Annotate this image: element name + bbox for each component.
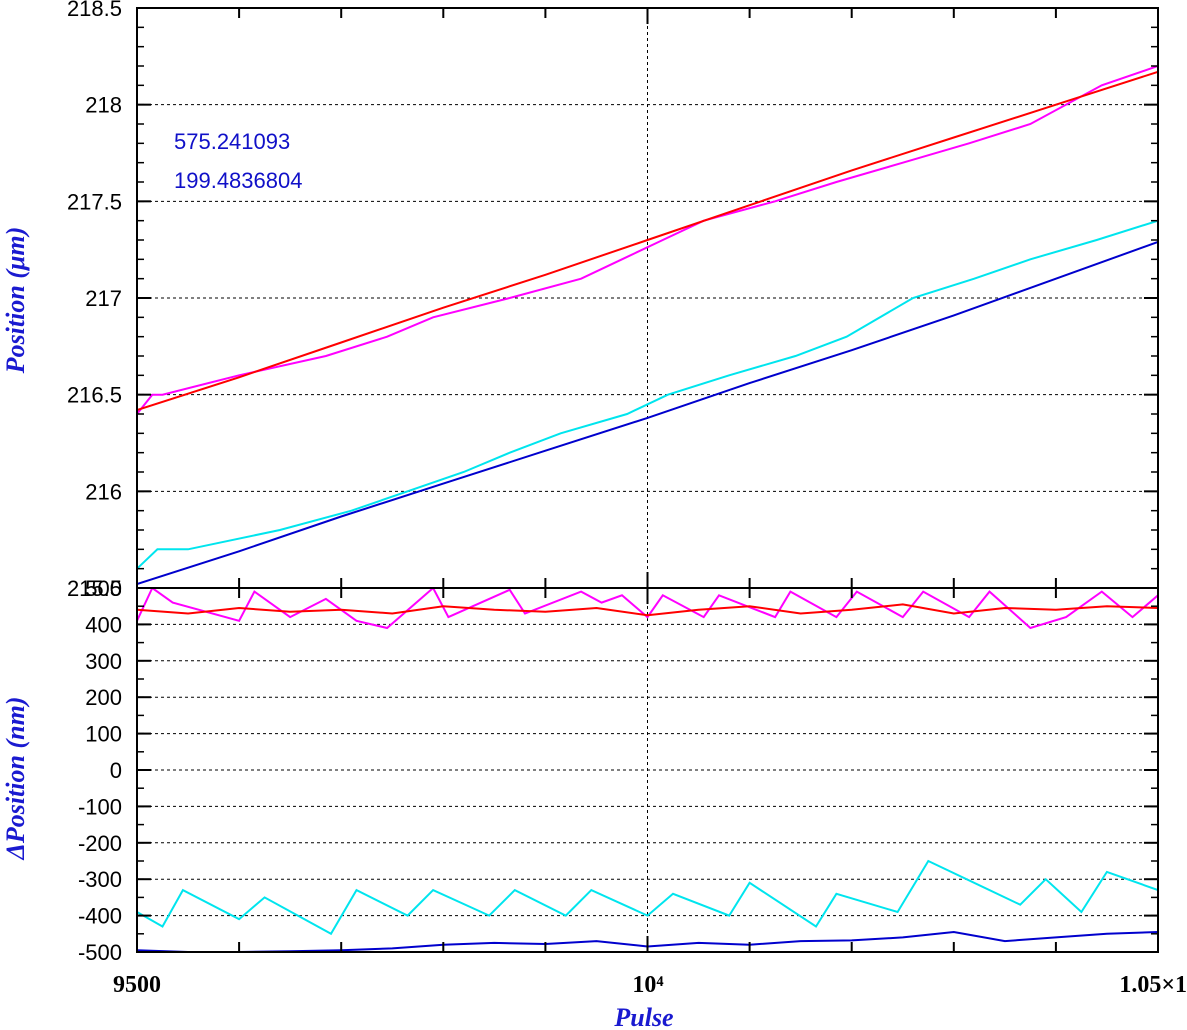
xtick-label-10500: 1.05×1 [1119,972,1187,998]
bottom-ytick-label: 400 [85,612,122,637]
bottom-ytick-label: 0 [110,758,122,783]
bottom-ytick-label: -200 [78,831,122,856]
top-ytick-label: 216 [85,479,122,504]
bottom-ytick-label: 100 [85,722,122,747]
top-series-3-line [137,240,1158,586]
bottom-ytick-label: 300 [85,649,122,674]
xtick-label-10000: 10⁴ [632,972,663,998]
top-series-1-line [137,70,1158,412]
annotation-1: 575.241093 [174,129,290,154]
bottom-ytick-label: -500 [78,940,122,965]
top-ytick-label: 217.5 [67,189,122,214]
top-ytick-label: 217 [85,286,122,311]
bottom-ytick-label: -100 [78,794,122,819]
bottom-series-1-line [137,603,1158,617]
annotation-2: 199.4836804 [174,168,302,193]
top-ytick-label: 216.5 [67,383,122,408]
top-ytick-label: 218 [85,93,122,118]
bottom-ytick-label: 200 [85,685,122,710]
top-ytick-label: 218.5 [67,0,122,21]
xlabel: Pulse [613,1003,673,1030]
tick-labels: 215.5 216 216.5 217 217.5 218 218.5 -500 -400 -30… [67,0,122,965]
bottom-ytick-label: 500 [85,576,122,601]
tick-marks [136,7,1159,953]
bottom-ytick-label: -300 [78,867,122,892]
bottom-ytick-label: -400 [78,904,122,929]
top-ylabel: Position (μm) [1,227,30,375]
top-series-2-line [137,219,1158,570]
top-ytick-label: 215.5 [67,576,122,601]
xtick-label-9500: 9500 [113,972,161,998]
bottom-ylabel: ΔPosition (nm) [1,697,30,861]
top-series-0-line [137,65,1158,415]
bottom-series-2-line [137,859,1158,936]
